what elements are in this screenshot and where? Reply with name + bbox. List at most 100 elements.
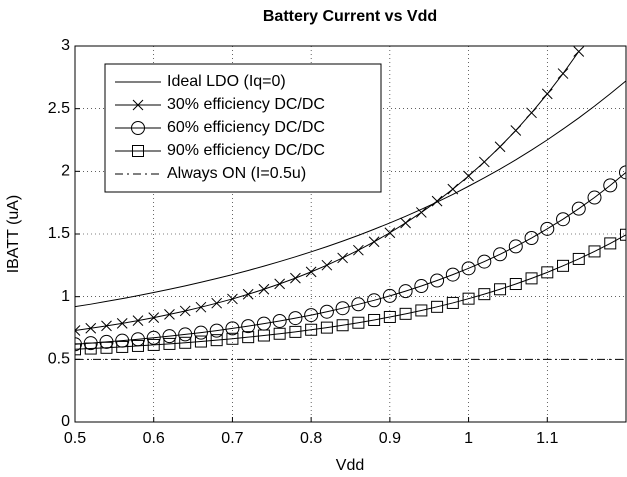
marker xyxy=(210,334,223,347)
x-axis-label: Vdd xyxy=(336,457,364,474)
marker xyxy=(289,325,302,338)
marker xyxy=(604,237,617,250)
marker xyxy=(556,212,571,227)
marker xyxy=(241,319,256,334)
marker xyxy=(493,247,508,262)
marker xyxy=(273,327,286,340)
legend-label: 60% efficiency DC/DC xyxy=(167,119,325,136)
marker xyxy=(75,325,81,336)
legend-label: Ideal LDO (Iq=0) xyxy=(167,73,286,90)
marker xyxy=(194,335,207,348)
marker xyxy=(116,318,128,329)
marker xyxy=(557,259,570,272)
marker xyxy=(509,278,522,291)
marker xyxy=(242,288,254,300)
x-tick-label: 0.8 xyxy=(300,430,322,447)
marker xyxy=(477,254,492,269)
marker xyxy=(164,308,175,320)
marker xyxy=(620,228,626,241)
marker xyxy=(541,266,554,279)
marker xyxy=(163,337,176,350)
marker xyxy=(446,296,459,309)
y-tick-label: 2.5 xyxy=(48,100,70,117)
marker xyxy=(162,329,177,344)
marker xyxy=(587,190,602,205)
marker xyxy=(290,272,301,284)
marker xyxy=(131,121,145,135)
marker xyxy=(319,304,334,319)
marker xyxy=(85,322,97,334)
marker xyxy=(131,339,144,352)
marker xyxy=(430,273,445,288)
marker xyxy=(399,307,412,320)
marker xyxy=(132,145,144,157)
marker xyxy=(321,259,333,271)
marker xyxy=(367,293,382,308)
x-tick-label: 0.5 xyxy=(64,430,86,447)
x-tick-label: 1.1 xyxy=(536,430,558,447)
marker xyxy=(463,170,474,182)
marker xyxy=(226,332,239,345)
marker xyxy=(447,183,459,195)
marker xyxy=(462,292,475,305)
marker xyxy=(100,341,113,354)
marker xyxy=(415,304,428,317)
series-line xyxy=(75,171,626,345)
marker xyxy=(336,319,349,332)
marker xyxy=(272,313,287,328)
y-tick-label: 2 xyxy=(61,163,70,180)
legend-label: 30% efficiency DC/DC xyxy=(167,96,325,113)
marker xyxy=(541,88,553,100)
marker xyxy=(304,308,319,323)
marker xyxy=(337,252,348,264)
chart-title: Battery Current vs Vdd xyxy=(263,8,437,25)
marker xyxy=(603,178,618,193)
marker xyxy=(179,305,191,317)
marker xyxy=(75,343,81,356)
marker xyxy=(132,99,144,111)
marker xyxy=(148,312,160,323)
marker xyxy=(75,337,82,352)
marker xyxy=(494,141,506,153)
x-tick-label: 1 xyxy=(464,430,473,447)
marker xyxy=(431,195,443,207)
marker xyxy=(178,327,193,342)
marker xyxy=(242,331,255,344)
marker xyxy=(132,315,144,326)
marker xyxy=(257,329,270,342)
legend-label: Always ON (I=0.5u) xyxy=(167,165,306,182)
marker xyxy=(508,239,523,254)
marker xyxy=(305,323,318,336)
marker xyxy=(368,236,380,248)
marker xyxy=(225,321,240,336)
marker xyxy=(147,338,160,351)
marker xyxy=(384,227,396,239)
marker xyxy=(478,156,490,168)
marker xyxy=(211,297,223,309)
marker xyxy=(146,330,161,345)
x-tick-label: 0.9 xyxy=(379,430,401,447)
marker xyxy=(274,278,286,290)
marker xyxy=(573,46,585,57)
marker xyxy=(258,283,270,295)
series-line xyxy=(75,80,626,308)
marker xyxy=(101,320,112,332)
marker xyxy=(305,266,317,278)
legend: Ideal LDO (Iq=0) 30% efficiency DC/DC 60% … xyxy=(104,63,382,193)
marker xyxy=(320,321,333,334)
marker xyxy=(84,342,97,355)
marker xyxy=(445,267,460,282)
marker xyxy=(288,311,303,326)
marker xyxy=(478,288,491,301)
marker xyxy=(510,125,522,136)
marker xyxy=(540,221,555,236)
marker xyxy=(526,107,537,119)
marker xyxy=(352,316,365,329)
legend-label: 90% efficiency DC/DC xyxy=(167,142,325,159)
marker xyxy=(431,300,444,313)
marker xyxy=(415,207,427,218)
marker xyxy=(83,336,98,351)
marker xyxy=(461,261,476,276)
marker xyxy=(398,284,413,299)
y-tick-label: 1 xyxy=(61,288,70,305)
